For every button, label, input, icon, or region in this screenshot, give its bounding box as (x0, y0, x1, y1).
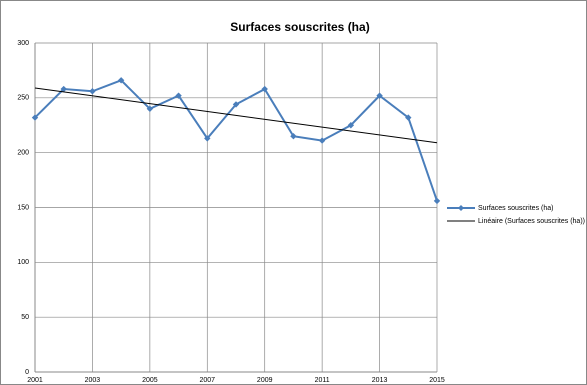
data-point (232, 101, 240, 108)
x-tick-label: 2011 (315, 377, 330, 384)
y-tick-label: 100 (17, 259, 29, 266)
x-tick-label: 2007 (199, 377, 215, 384)
data-point (318, 137, 326, 144)
y-tick-label: 0 (25, 369, 29, 376)
data-point (117, 77, 125, 84)
data-point (204, 135, 211, 142)
y-tick-label: 300 (17, 40, 29, 47)
data-point (405, 114, 412, 121)
data-point (146, 105, 154, 112)
data-point (347, 122, 355, 129)
y-tick-label: 200 (17, 150, 29, 157)
data-point (60, 85, 67, 93)
series-line (34, 87, 438, 144)
data-point (376, 92, 383, 99)
x-tick-label: 2009 (257, 377, 273, 384)
data-point (261, 85, 268, 93)
data-point (31, 114, 39, 121)
chart-title: Surfaces souscrites (ha) (230, 20, 369, 34)
y-tick-label: 150 (17, 204, 29, 211)
x-tick-label: 2005 (142, 377, 158, 384)
x-tick-label: 2013 (372, 377, 388, 384)
legend-label: Surfaces souscrites (ha) (478, 205, 553, 212)
x-tick-label: 2001 (27, 377, 43, 384)
x-tick-label: 2003 (85, 377, 101, 384)
data-point (175, 92, 182, 99)
legend-label: Linéaire (Surfaces souscrites (ha)) (478, 218, 585, 225)
data-point (89, 88, 96, 95)
x-tick-label: 2015 (429, 377, 445, 384)
y-tick-label: 250 (17, 95, 29, 102)
y-tick-label: 50 (21, 314, 29, 321)
legend-marker (458, 205, 464, 211)
data-point (433, 197, 441, 205)
data-point (290, 133, 297, 140)
